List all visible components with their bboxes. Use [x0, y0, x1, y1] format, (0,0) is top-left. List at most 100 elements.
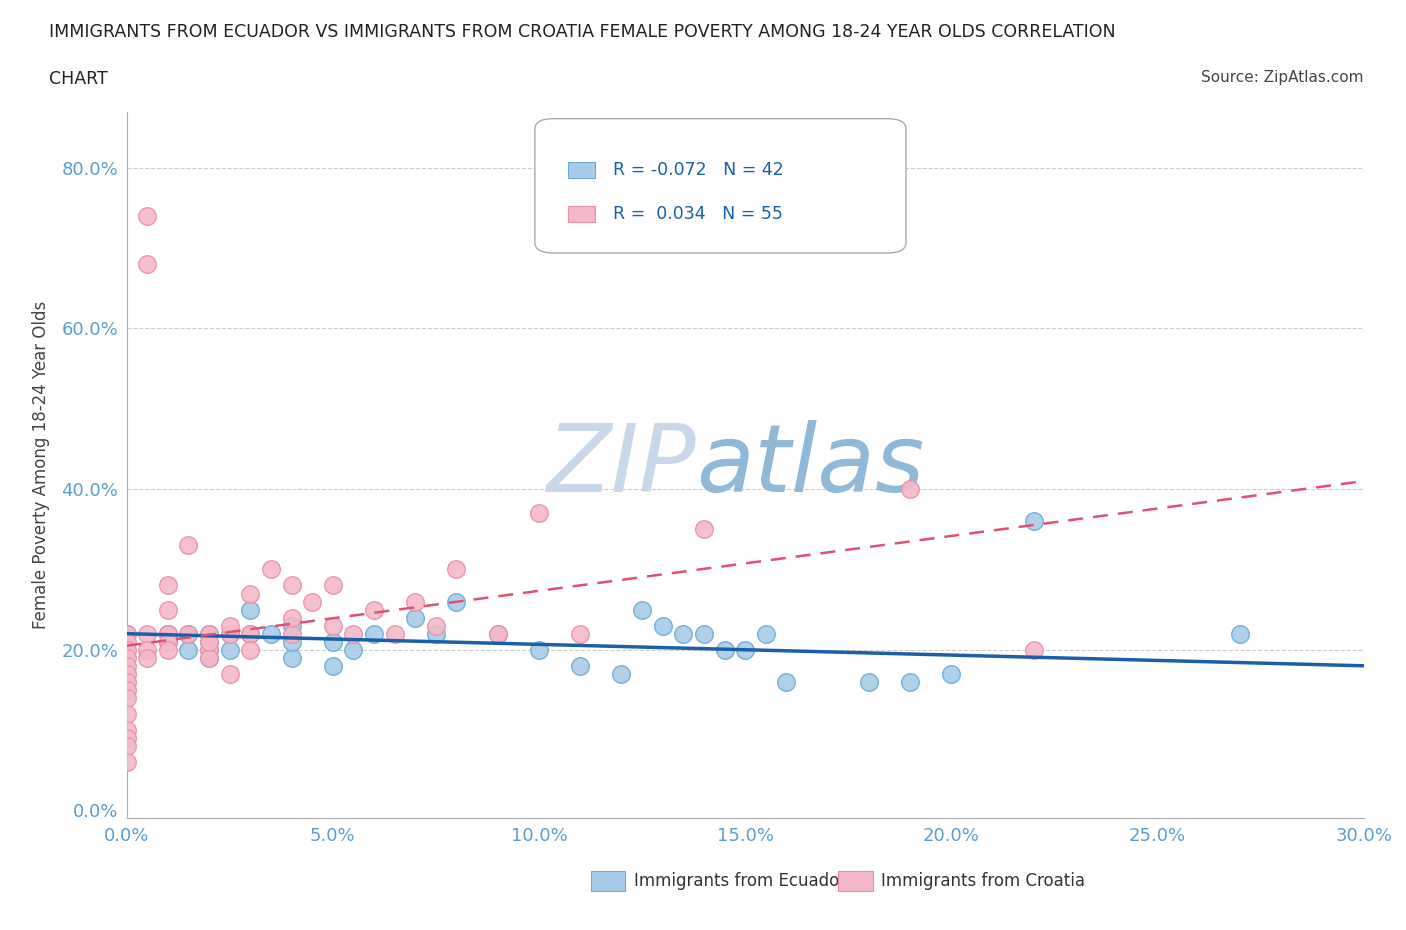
Y-axis label: Female Poverty Among 18-24 Year Olds: Female Poverty Among 18-24 Year Olds [32, 301, 51, 629]
Point [280, 610, 302, 625]
Point [239, 643, 262, 658]
Point [898, 674, 921, 689]
Point [177, 538, 200, 552]
Point [755, 626, 778, 641]
Point [260, 626, 283, 641]
Point [115, 626, 138, 641]
FancyBboxPatch shape [534, 119, 905, 253]
Text: Immigrants from Croatia: Immigrants from Croatia [882, 872, 1085, 890]
Point [322, 618, 344, 633]
Text: atlas: atlas [696, 419, 924, 511]
Text: R =  0.034   N = 55: R = 0.034 N = 55 [613, 206, 783, 223]
FancyBboxPatch shape [591, 871, 626, 891]
Point [363, 626, 385, 641]
Point [301, 594, 323, 609]
Point [569, 658, 592, 673]
Point [156, 634, 179, 649]
Point [527, 643, 550, 658]
Point [115, 658, 138, 673]
Point [1229, 626, 1251, 641]
Point [631, 602, 654, 617]
Point [322, 578, 344, 593]
Point [280, 634, 302, 649]
Point [693, 626, 716, 641]
Point [218, 618, 240, 633]
Point [198, 650, 221, 665]
Point [280, 618, 302, 633]
Text: ZIP: ZIP [546, 419, 696, 511]
Point [775, 674, 797, 689]
Point [239, 626, 262, 641]
Point [280, 626, 302, 641]
Point [425, 626, 447, 641]
Point [136, 650, 159, 665]
Text: Source: ZipAtlas.com: Source: ZipAtlas.com [1201, 70, 1364, 85]
Point [115, 723, 138, 737]
Point [177, 626, 200, 641]
Point [322, 634, 344, 649]
Point [425, 618, 447, 633]
Point [156, 626, 179, 641]
Point [136, 257, 159, 272]
Point [218, 626, 240, 641]
Point [734, 643, 756, 658]
Point [404, 610, 426, 625]
Point [115, 674, 138, 689]
Point [280, 650, 302, 665]
Point [218, 626, 240, 641]
Point [693, 522, 716, 537]
Point [713, 643, 735, 658]
Point [115, 738, 138, 753]
Point [198, 634, 221, 649]
Point [115, 731, 138, 746]
Point [115, 690, 138, 705]
Point [198, 650, 221, 665]
Point [322, 658, 344, 673]
Point [115, 626, 138, 641]
Point [198, 634, 221, 649]
Point [1022, 643, 1045, 658]
Point [156, 626, 179, 641]
Text: CHART: CHART [49, 70, 108, 87]
Point [156, 626, 179, 641]
Point [156, 626, 179, 641]
Point [218, 643, 240, 658]
Point [115, 707, 138, 722]
Point [136, 626, 159, 641]
Point [115, 755, 138, 770]
Text: IMMIGRANTS FROM ECUADOR VS IMMIGRANTS FROM CROATIA FEMALE POVERTY AMONG 18-24 YE: IMMIGRANTS FROM ECUADOR VS IMMIGRANTS FR… [49, 23, 1116, 41]
Point [239, 602, 262, 617]
Point [239, 626, 262, 641]
Point [115, 643, 138, 658]
Point [115, 683, 138, 698]
Point [136, 208, 159, 223]
Point [239, 586, 262, 601]
FancyBboxPatch shape [568, 206, 596, 222]
Point [177, 643, 200, 658]
Point [198, 626, 221, 641]
Point [569, 626, 592, 641]
Point [384, 626, 406, 641]
Point [610, 667, 633, 682]
Point [486, 626, 509, 641]
Point [115, 634, 138, 649]
Text: R = -0.072   N = 42: R = -0.072 N = 42 [613, 161, 783, 179]
Point [156, 626, 179, 641]
Point [858, 674, 880, 689]
Point [651, 618, 673, 633]
Point [527, 506, 550, 521]
Point [1022, 513, 1045, 528]
Text: Immigrants from Ecuador: Immigrants from Ecuador [634, 872, 846, 890]
Point [156, 634, 179, 649]
Point [156, 602, 179, 617]
Point [342, 626, 364, 641]
Point [156, 643, 179, 658]
Point [218, 667, 240, 682]
Point [941, 667, 963, 682]
Point [136, 643, 159, 658]
FancyBboxPatch shape [568, 163, 596, 178]
FancyBboxPatch shape [838, 871, 873, 891]
Point [363, 602, 385, 617]
Point [898, 482, 921, 497]
Point [198, 643, 221, 658]
